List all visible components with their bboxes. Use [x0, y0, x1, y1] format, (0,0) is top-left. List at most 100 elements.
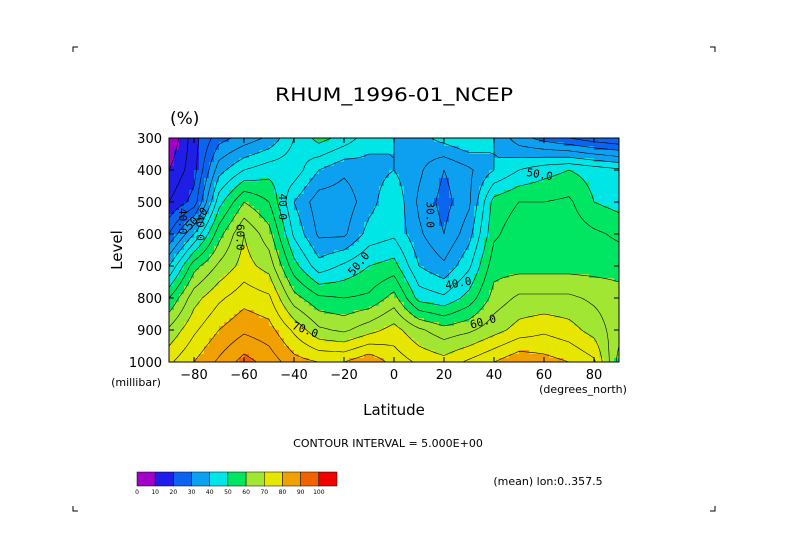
field-cell [389, 354, 395, 359]
field-cell [174, 318, 180, 323]
field-cell [524, 298, 530, 303]
field-cell [209, 254, 215, 259]
field-cell [564, 230, 570, 235]
field-cell [264, 150, 270, 155]
field-cell [254, 202, 260, 207]
field-cell [299, 194, 305, 199]
field-cell [409, 178, 415, 183]
field-cell [549, 150, 555, 155]
field-cell [184, 346, 190, 351]
field-cell [454, 342, 460, 347]
field-cell [234, 146, 240, 151]
field-cell [609, 142, 615, 147]
field-cell [584, 242, 590, 247]
field-cell [444, 186, 450, 191]
field-cell [539, 158, 545, 163]
field-cell [609, 326, 615, 331]
field-cell [194, 178, 200, 183]
field-cell [254, 310, 260, 315]
field-cell [329, 358, 335, 362]
field-cell [579, 342, 585, 347]
field-cell [194, 342, 200, 347]
field-cell [394, 354, 400, 359]
field-cell [334, 146, 340, 151]
field-cell [239, 310, 245, 315]
field-cell [214, 226, 220, 231]
field-cell [369, 302, 375, 307]
field-cell [419, 282, 425, 287]
field-cell [434, 178, 440, 183]
field-cell [239, 138, 245, 143]
field-cell [339, 210, 345, 215]
field-cell [249, 202, 255, 207]
field-cell [354, 334, 360, 339]
field-cell [254, 354, 260, 359]
field-cell [364, 338, 370, 343]
field-cell [254, 274, 260, 279]
field-cell [409, 266, 415, 271]
field-cell [199, 138, 205, 143]
field-cell [194, 206, 200, 211]
field-cell [584, 294, 590, 299]
field-cell [344, 306, 350, 311]
field-cell [599, 202, 605, 207]
field-cell [509, 162, 515, 167]
field-cell [499, 274, 505, 279]
field-cell [199, 298, 205, 303]
field-cell [464, 298, 470, 303]
field-cell [604, 242, 610, 247]
field-cell [494, 266, 500, 271]
field-cell [494, 302, 500, 307]
field-cell [534, 150, 540, 155]
field-cell [579, 318, 585, 323]
field-cell [229, 258, 235, 263]
field-cell [184, 342, 190, 347]
field-cell [259, 250, 265, 255]
field-cell [514, 250, 520, 255]
field-cell [534, 266, 540, 271]
field-cell [239, 178, 245, 183]
field-cell [299, 338, 305, 343]
field-cell [239, 338, 245, 343]
field-cell [434, 262, 440, 267]
field-cell [384, 270, 390, 275]
field-cell [534, 334, 540, 339]
field-cell [549, 302, 555, 307]
field-cell [609, 318, 615, 323]
field-cell [519, 294, 525, 299]
field-cell [579, 198, 585, 203]
field-cell [214, 234, 220, 239]
field-cell [204, 230, 210, 235]
field-cell [259, 246, 265, 251]
field-cell [239, 350, 245, 355]
field-cell [269, 226, 275, 231]
field-cell [234, 330, 240, 335]
field-cell [234, 154, 240, 159]
field-cell [359, 254, 365, 259]
field-cell [319, 338, 325, 343]
field-cell [259, 146, 265, 151]
field-cell [469, 218, 475, 223]
field-cell [534, 286, 540, 291]
field-cell [429, 178, 435, 183]
field-cell [284, 286, 290, 291]
field-cell [564, 294, 570, 299]
field-cell [449, 290, 455, 295]
field-cell [234, 218, 240, 223]
field-cell [354, 226, 360, 231]
field-cell [604, 174, 610, 179]
field-cell [439, 262, 445, 267]
field-cell [189, 170, 195, 175]
field-cell [409, 142, 415, 147]
field-cell [524, 222, 530, 227]
field-cell [529, 162, 535, 167]
field-cell [234, 138, 240, 143]
field-cell [469, 146, 475, 151]
field-cell [179, 326, 185, 331]
field-cell [379, 218, 385, 223]
field-cell [574, 282, 580, 287]
field-cell [224, 222, 230, 227]
field-cell [324, 214, 330, 219]
field-cell [314, 238, 320, 243]
field-cell [484, 322, 490, 327]
